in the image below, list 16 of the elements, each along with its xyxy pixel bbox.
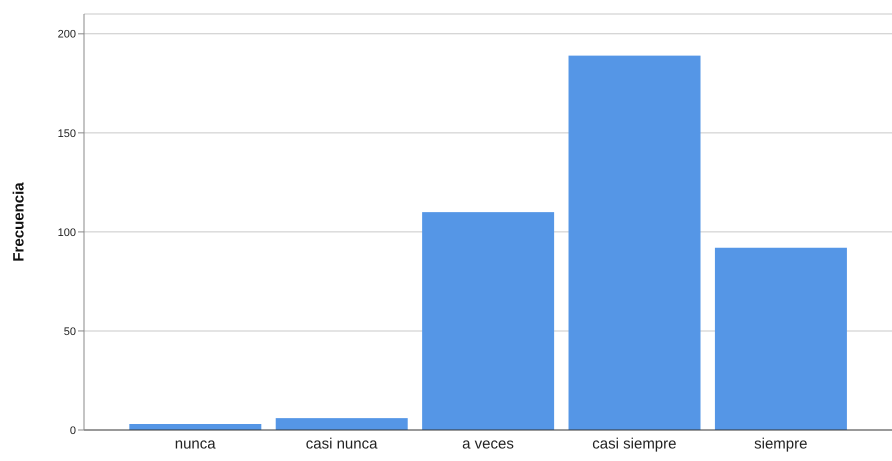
x-tick-label: a veces [462,436,514,453]
x-tick-label: casi nunca [306,436,378,453]
bar [568,56,701,430]
bar [714,248,847,430]
x-tick-label: siempre [754,436,808,453]
y-tick-label: 0 [70,424,76,437]
y-tick-label: 100 [58,226,76,239]
y-tick-label: 150 [58,128,76,140]
y-tick-label: 200 [58,28,76,41]
y-tick-label: 50 [64,326,76,338]
bar [422,212,554,430]
x-tick-label: nunca [174,436,216,453]
bar [276,418,408,430]
x-tick-label: casi siempre [592,436,676,453]
y-axis-title: Frecuencia [10,182,28,262]
bar [129,424,262,430]
